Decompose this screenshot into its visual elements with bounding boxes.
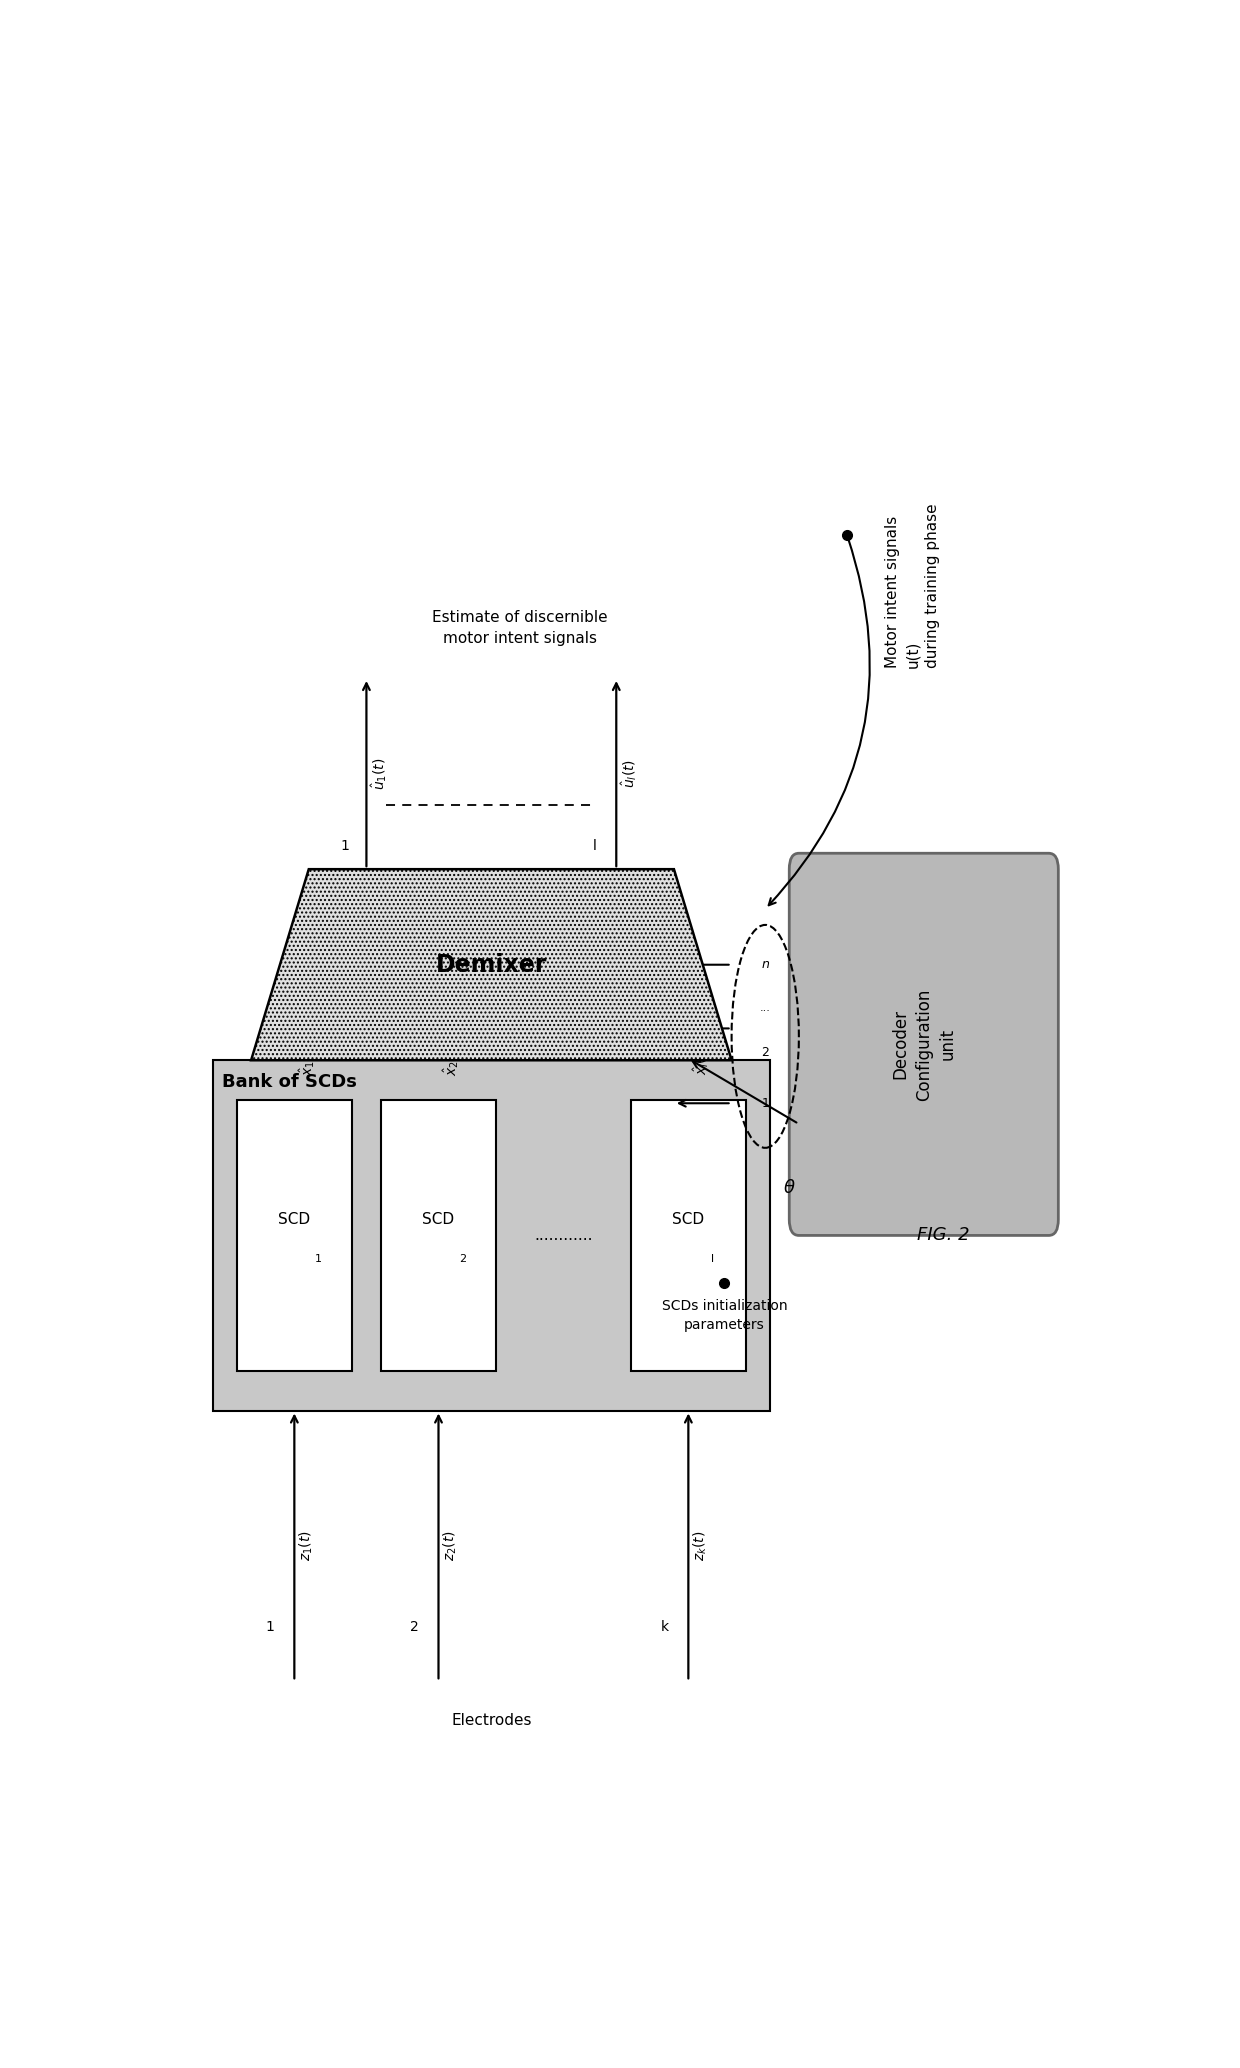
Text: SCD: SCD <box>278 1212 310 1226</box>
Text: $\hat{x}_l(t)$: $\hat{x}_l(t)$ <box>691 1046 711 1075</box>
Text: ............: ............ <box>534 1228 593 1243</box>
Text: 1: 1 <box>315 1255 322 1264</box>
Text: Demixer: Demixer <box>435 953 547 976</box>
Text: $\hat{u}_l(t)$: $\hat{u}_l(t)$ <box>619 759 639 788</box>
Text: k: k <box>660 1619 668 1634</box>
Text: FIG. 2: FIG. 2 <box>916 1226 970 1245</box>
FancyBboxPatch shape <box>381 1100 496 1371</box>
Text: $z_k(t)$: $z_k(t)$ <box>691 1530 708 1561</box>
Text: $z_2(t)$: $z_2(t)$ <box>441 1530 459 1561</box>
Text: ...: ... <box>760 1003 771 1013</box>
Text: 1: 1 <box>265 1619 275 1634</box>
Text: Decoder
Configuration
unit: Decoder Configuration unit <box>892 989 956 1100</box>
Text: 1: 1 <box>341 840 350 854</box>
Text: Electrodes: Electrodes <box>451 1712 532 1729</box>
Text: $\hat{x}_2(t)$: $\hat{x}_2(t)$ <box>441 1044 461 1077</box>
Text: $z_1(t)$: $z_1(t)$ <box>298 1530 315 1561</box>
Text: θ: θ <box>784 1179 795 1197</box>
FancyBboxPatch shape <box>631 1100 746 1371</box>
Polygon shape <box>250 869 732 1061</box>
Text: $\hat{u}_1(t)$: $\hat{u}_1(t)$ <box>370 757 388 790</box>
Text: Motor intent signals
u(t)
during training phase: Motor intent signals u(t) during trainin… <box>885 503 940 668</box>
FancyBboxPatch shape <box>213 1061 770 1410</box>
FancyBboxPatch shape <box>789 854 1059 1235</box>
Text: l: l <box>711 1255 714 1264</box>
Text: n: n <box>761 957 769 972</box>
Text: SCDs initialization
parameters: SCDs initialization parameters <box>662 1299 787 1332</box>
Text: Estimate of discernible
motor intent signals: Estimate of discernible motor intent sig… <box>433 610 608 645</box>
Text: $\hat{x}_1(t)$: $\hat{x}_1(t)$ <box>298 1044 316 1077</box>
Text: l: l <box>593 840 598 854</box>
Text: 2: 2 <box>410 1619 419 1634</box>
Text: 2: 2 <box>761 1046 769 1059</box>
Text: SCD: SCD <box>423 1212 455 1226</box>
FancyBboxPatch shape <box>237 1100 352 1371</box>
Text: 2: 2 <box>459 1255 466 1264</box>
Text: SCD: SCD <box>672 1212 704 1226</box>
Text: Bank of SCDs: Bank of SCDs <box>222 1073 357 1092</box>
Text: 1: 1 <box>761 1096 769 1111</box>
